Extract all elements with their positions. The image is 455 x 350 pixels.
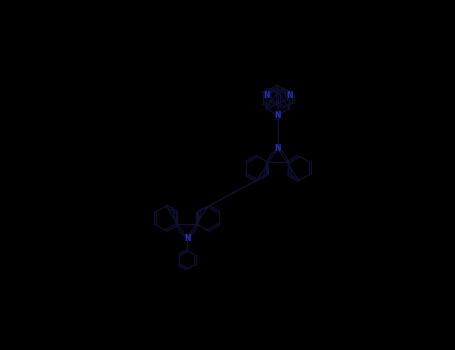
Text: N: N (286, 91, 293, 100)
Text: N: N (274, 144, 281, 153)
Text: N: N (263, 91, 270, 100)
Text: N: N (184, 234, 190, 243)
Text: N: N (274, 111, 281, 120)
